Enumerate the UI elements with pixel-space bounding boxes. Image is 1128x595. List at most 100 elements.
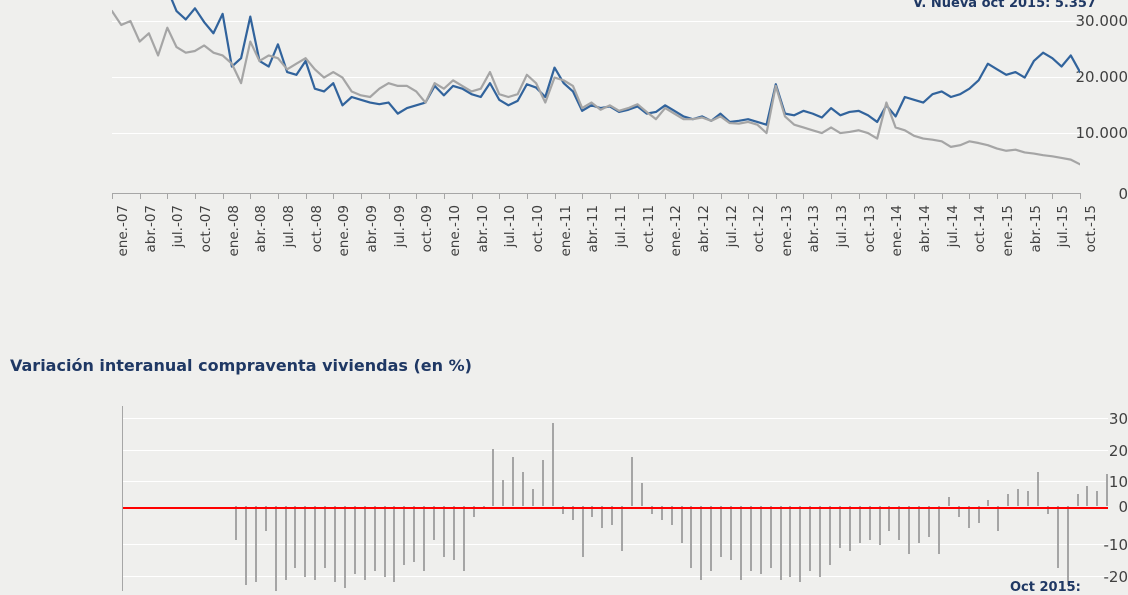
bar bbox=[512, 457, 515, 506]
bar bbox=[284, 505, 287, 580]
x-tick-mark bbox=[499, 193, 501, 199]
bar bbox=[254, 505, 257, 583]
bar bbox=[799, 505, 802, 583]
bar bbox=[1036, 471, 1039, 506]
bar bbox=[1056, 505, 1059, 569]
x-tick-label: ene.-12 bbox=[668, 205, 685, 257]
bar bbox=[1017, 488, 1020, 506]
bar bbox=[779, 505, 782, 580]
bar bbox=[274, 505, 277, 591]
x-tick-label: oct.-14 bbox=[972, 205, 989, 253]
gridline-minus20 bbox=[122, 576, 1108, 577]
bar bbox=[937, 505, 940, 554]
x-tick-mark bbox=[112, 193, 113, 199]
bar bbox=[690, 505, 693, 569]
annotation-vivienda-nueva: V. Nueva oct 2015: 5.357 bbox=[913, 0, 1096, 11]
x-tick-label: oct.-13 bbox=[861, 205, 878, 253]
x-tick-label: oct.-11 bbox=[640, 205, 657, 253]
gridline-20 bbox=[122, 450, 1108, 451]
bar bbox=[403, 505, 406, 566]
bar bbox=[601, 505, 604, 529]
bar bbox=[720, 505, 723, 557]
bar bbox=[1106, 474, 1108, 506]
x-tick-mark bbox=[554, 193, 556, 199]
x-tick-mark bbox=[305, 193, 307, 199]
zero-line bbox=[122, 507, 1108, 509]
bar bbox=[680, 505, 683, 543]
y-tick-0: 0 bbox=[1118, 498, 1128, 516]
y-tick-minus10: -10 bbox=[1103, 536, 1128, 554]
y-tick-0: 0 bbox=[1118, 185, 1128, 203]
bar bbox=[700, 505, 703, 580]
x-tick-label: ene.-08 bbox=[225, 205, 242, 257]
x-tick-mark bbox=[1024, 193, 1026, 199]
bar bbox=[591, 505, 594, 517]
bar bbox=[928, 505, 930, 537]
bar bbox=[631, 457, 633, 506]
x-tick-label: jul.-12 bbox=[723, 205, 740, 248]
bar bbox=[1076, 494, 1079, 506]
variacion-interanual-bar-chart: 30 20 10 0 -10 -20 Oct 2015: bbox=[0, 400, 1128, 595]
y-tick-30000: 30.000 bbox=[1075, 12, 1128, 30]
x-tick-label: ene.-10 bbox=[446, 205, 463, 257]
x-tick-label: jul.-15 bbox=[1055, 205, 1072, 248]
x-tick-mark bbox=[360, 193, 362, 199]
bar bbox=[413, 505, 416, 563]
bar bbox=[977, 505, 980, 523]
x-tick-mark bbox=[1080, 193, 1081, 199]
annotation-oct-2015: Oct 2015: bbox=[1010, 580, 1081, 595]
x-tick-mark bbox=[886, 193, 888, 199]
bar bbox=[452, 505, 455, 560]
bar bbox=[621, 505, 624, 552]
x-tick-label: jul.-08 bbox=[280, 205, 297, 248]
bar bbox=[433, 505, 435, 540]
bar bbox=[393, 505, 396, 583]
x-tick-label: abr.-08 bbox=[253, 205, 270, 253]
x-tick-label: jul.-09 bbox=[391, 205, 408, 248]
x-tick-label: ene.-11 bbox=[557, 205, 574, 257]
bar bbox=[304, 505, 307, 577]
bar bbox=[314, 505, 317, 580]
bar bbox=[957, 505, 960, 517]
bar bbox=[294, 505, 297, 569]
gridline-10000 bbox=[112, 133, 1080, 134]
bar bbox=[324, 505, 327, 569]
x-tick-label: abr.-10 bbox=[474, 205, 491, 253]
x-tick-label: oct.-10 bbox=[529, 205, 546, 253]
bar bbox=[442, 505, 445, 557]
bar bbox=[898, 505, 901, 540]
x-tick-mark bbox=[471, 193, 473, 199]
bar bbox=[848, 505, 851, 552]
bottom-y-axis-line bbox=[122, 406, 123, 591]
bar bbox=[264, 505, 267, 532]
x-tick-label: jul.-13 bbox=[834, 205, 851, 248]
x-tick-label: abr.-11 bbox=[585, 205, 602, 253]
y-tick-20000: 20.000 bbox=[1075, 68, 1128, 86]
x-tick-label: jul.-14 bbox=[944, 205, 961, 248]
bar bbox=[353, 505, 356, 574]
x-tick-label: abr.-12 bbox=[695, 205, 712, 253]
x-axis-line bbox=[112, 193, 1080, 194]
x-tick-label: oct.-07 bbox=[198, 205, 214, 253]
x-tick-mark bbox=[748, 193, 750, 199]
bar bbox=[1027, 491, 1029, 506]
bar bbox=[1066, 505, 1069, 586]
x-tick-mark bbox=[388, 193, 390, 199]
bar bbox=[650, 505, 653, 515]
bar bbox=[730, 505, 732, 560]
bar bbox=[373, 505, 376, 572]
gridline-20000 bbox=[112, 77, 1080, 78]
bar bbox=[749, 505, 752, 572]
gridline-10 bbox=[122, 481, 1108, 482]
bar bbox=[1007, 494, 1010, 506]
x-tick-mark bbox=[250, 193, 252, 199]
x-tick-mark bbox=[277, 193, 279, 199]
x-tick-label: oct.-09 bbox=[419, 205, 436, 253]
bar bbox=[710, 505, 713, 572]
x-tick-mark bbox=[665, 193, 667, 199]
bar bbox=[522, 471, 525, 506]
bar bbox=[987, 499, 990, 506]
bottom-chart-title: Variación interanual compraventa viviend… bbox=[10, 356, 472, 375]
bar bbox=[918, 505, 921, 543]
bar bbox=[235, 505, 237, 540]
